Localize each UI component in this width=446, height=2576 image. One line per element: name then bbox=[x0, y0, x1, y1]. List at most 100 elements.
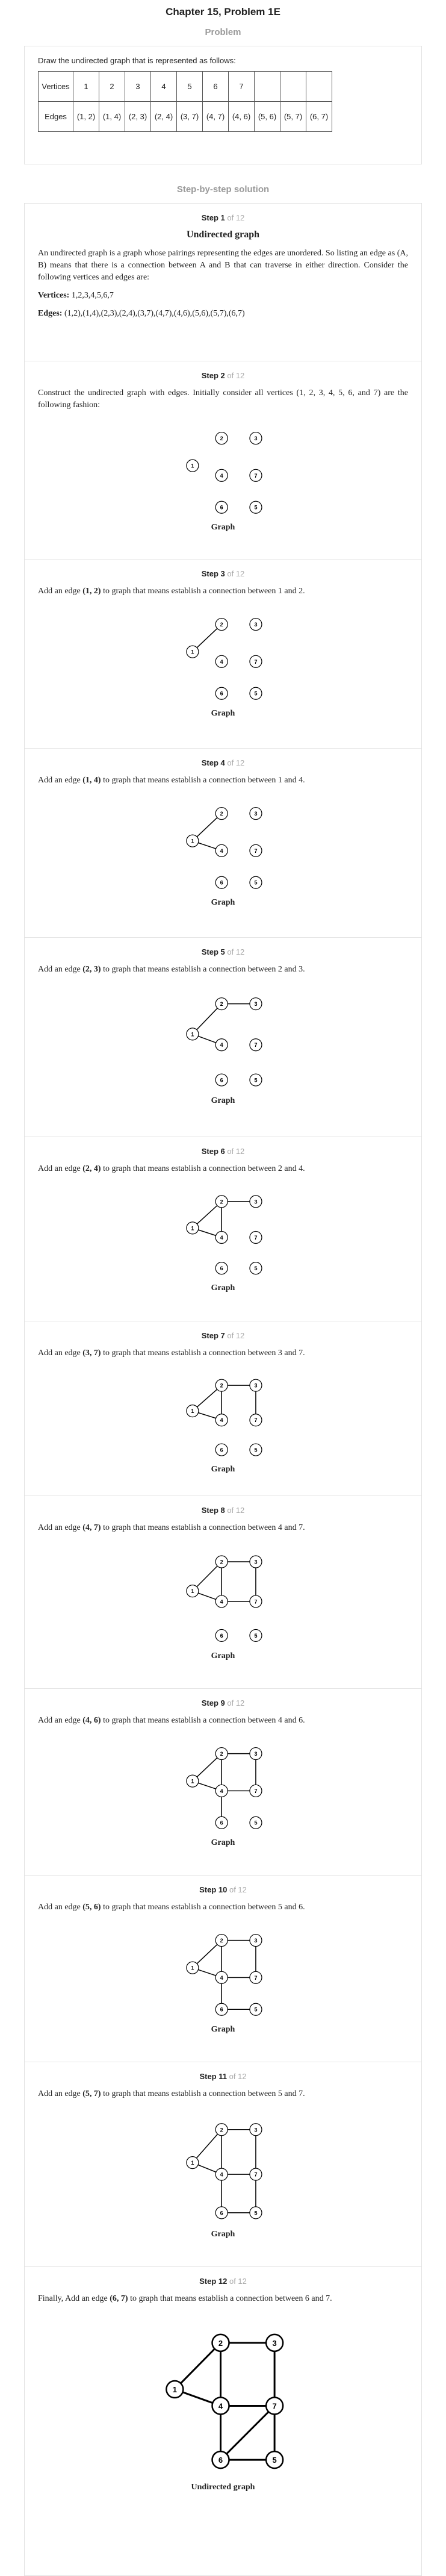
graph-vertex-label: 2 bbox=[220, 1383, 223, 1389]
edge-cell: (5, 6) bbox=[255, 102, 280, 132]
edge-cell: (4, 6) bbox=[229, 102, 255, 132]
graph-vertex-label: 5 bbox=[254, 1447, 257, 1453]
step-2: Step 2 of 12 Construct the undirected gr… bbox=[25, 361, 421, 560]
graph-edge-6-7 bbox=[220, 2406, 274, 2460]
graph-vertex-label: 2 bbox=[218, 2339, 222, 2348]
edges-value: (1,2),(1,4),(2,3),(2,4),(3,7),(4,7),(4,6… bbox=[64, 309, 245, 318]
step-text: Add an edge (4, 6) to graph that means e… bbox=[38, 1715, 408, 1727]
step-edge: (3, 7) bbox=[82, 1349, 101, 1358]
graph-vertex-label: 1 bbox=[172, 2385, 176, 2394]
step-edge: (6, 7) bbox=[110, 2294, 128, 2303]
graph-vertex-label: 2 bbox=[220, 622, 223, 628]
step-text-before: Add an edge bbox=[38, 2089, 82, 2098]
graph-vertex-label: 7 bbox=[254, 1235, 257, 1241]
edges-header: Edges bbox=[39, 102, 73, 132]
step-edge: (4, 7) bbox=[82, 1523, 101, 1532]
graph-vertex-label: 7 bbox=[254, 848, 257, 854]
graph-edge-1-2 bbox=[175, 2343, 220, 2389]
graph-vertex-label: 6 bbox=[220, 1077, 223, 1084]
step-header: Step 6 of 12 bbox=[38, 1147, 408, 1156]
step-header: Step 4 of 12 bbox=[38, 758, 408, 767]
vertex-cell: 4 bbox=[151, 72, 177, 102]
graph-vertex-label: 6 bbox=[220, 1820, 223, 1826]
step-text-after: to graph that means establish a connecti… bbox=[101, 1523, 305, 1532]
vertices-header: Vertices bbox=[39, 72, 73, 102]
graph-vertex-label: 1 bbox=[191, 2160, 194, 2166]
vertices-line: Vertices: 1,2,3,4,5,6,7 bbox=[38, 290, 408, 302]
step-text-after: to graph that means establish a connecti… bbox=[101, 2089, 305, 2098]
graph-vertex-label: 3 bbox=[254, 1751, 257, 1757]
graph-figure: 1 2 3 4 5 6 7 bbox=[172, 1181, 274, 1283]
graph-caption: Graph bbox=[38, 1651, 408, 1661]
step-header: Step 2 of 12 bbox=[38, 371, 408, 380]
graph-vertex-label: 7 bbox=[254, 1417, 257, 1423]
graph-vertex-label: 2 bbox=[220, 1938, 223, 1944]
step-12: Step 12 of 12 Finally, Add an edge (6, 7… bbox=[25, 2267, 421, 2497]
graph-vertex-label: 6 bbox=[220, 1633, 223, 1639]
graph-vertex-label: 7 bbox=[254, 1042, 257, 1048]
step-text-after: to graph that means establish a connecti… bbox=[101, 1164, 305, 1173]
step-total: of 12 bbox=[227, 947, 244, 956]
graph-caption: Graph bbox=[38, 1465, 408, 1474]
vertices-value: 1,2,3,4,5,6,7 bbox=[72, 291, 114, 300]
solution-label: Step-by-step solution bbox=[0, 184, 446, 196]
step-header: Step 5 of 12 bbox=[38, 947, 408, 956]
step-text-before: Add an edge bbox=[38, 1349, 82, 1358]
edge-cell: (2, 3) bbox=[125, 102, 151, 132]
vertex-cell: 7 bbox=[229, 72, 255, 102]
step-6: Step 6 of 12 Add an edge (2, 4) to graph… bbox=[25, 1137, 421, 1321]
graph-vertex-label: 3 bbox=[254, 2127, 257, 2133]
step-text: Add an edge (1, 4) to graph that means e… bbox=[38, 775, 408, 787]
problem-text: Draw the undirected graph that is repres… bbox=[38, 56, 408, 65]
step-header: Step 8 of 12 bbox=[38, 1506, 408, 1515]
graph-vertex-label: 6 bbox=[220, 1447, 223, 1453]
graph-caption: Graph bbox=[38, 2230, 408, 2239]
problem-box: Draw the undirected graph that is repres… bbox=[24, 46, 422, 164]
step-text-before: Add an edge bbox=[38, 965, 82, 974]
graph-vertex-label: 3 bbox=[254, 1559, 257, 1565]
graph-vertex-label: 4 bbox=[220, 1598, 223, 1605]
step-edge: (4, 6) bbox=[82, 1716, 101, 1725]
step-header: Step 1 of 12 bbox=[38, 213, 408, 222]
step-header: Step 10 of 12 bbox=[38, 1885, 408, 1894]
step-total: of 12 bbox=[227, 371, 244, 380]
graph-vertex-label: 4 bbox=[220, 1975, 223, 1981]
graph-vertex-label: 6 bbox=[220, 2210, 223, 2216]
edges-label: Edges: bbox=[38, 309, 62, 318]
graph-vertex-label: 1 bbox=[191, 463, 194, 469]
step-number: Step 6 bbox=[202, 1147, 225, 1156]
step-total: of 12 bbox=[229, 2277, 247, 2286]
graph-vertex-label: 5 bbox=[254, 1820, 257, 1826]
step-text-after: to graph that means establish a connecti… bbox=[101, 1903, 305, 1912]
graph-edge-1-2 bbox=[192, 2130, 221, 2163]
graph-vertex-label: 5 bbox=[254, 1077, 257, 1084]
graph-figure: 1 2 3 4 5 6 7 bbox=[172, 793, 274, 898]
graph-figure: 1 2 3 4 5 6 7 bbox=[172, 2106, 274, 2230]
vertex-cell: 5 bbox=[177, 72, 203, 102]
graph-vertex-label: 4 bbox=[220, 848, 223, 854]
graph-vertex-label: 7 bbox=[254, 2172, 257, 2178]
graph-vertex-label: 1 bbox=[191, 1031, 194, 1037]
step-header: Step 11 of 12 bbox=[38, 2072, 408, 2081]
graph-caption: Graph bbox=[38, 1283, 408, 1293]
vertex-cell: 3 bbox=[125, 72, 151, 102]
vertices-row: Vertices 1 2 3 4 5 6 7 bbox=[39, 72, 332, 102]
graph-vertex-label: 6 bbox=[220, 691, 223, 697]
graph-vertex-label: 4 bbox=[218, 2401, 223, 2410]
step-total: of 12 bbox=[227, 569, 244, 578]
graph-vertex-label: 2 bbox=[220, 1751, 223, 1757]
step-total: of 12 bbox=[229, 1885, 247, 1894]
vertex-cell bbox=[280, 72, 306, 102]
step-total: of 12 bbox=[227, 213, 244, 222]
graph-vertex-label: 2 bbox=[220, 811, 223, 817]
step-text: Add an edge (1, 2) to graph that means e… bbox=[38, 585, 408, 597]
step-text-before: Add an edge bbox=[38, 1523, 82, 1532]
graph-vertex-label: 1 bbox=[191, 1779, 194, 1785]
graph-caption: Graph bbox=[38, 1838, 408, 1848]
edge-cell: (1, 2) bbox=[73, 102, 99, 132]
step-subtitle: Undirected graph bbox=[38, 229, 408, 240]
solution-steps: Step 1 of 12 Undirected graph An undirec… bbox=[24, 203, 422, 2576]
edge-cell: (6, 7) bbox=[306, 102, 332, 132]
step-total: of 12 bbox=[227, 1331, 244, 1340]
